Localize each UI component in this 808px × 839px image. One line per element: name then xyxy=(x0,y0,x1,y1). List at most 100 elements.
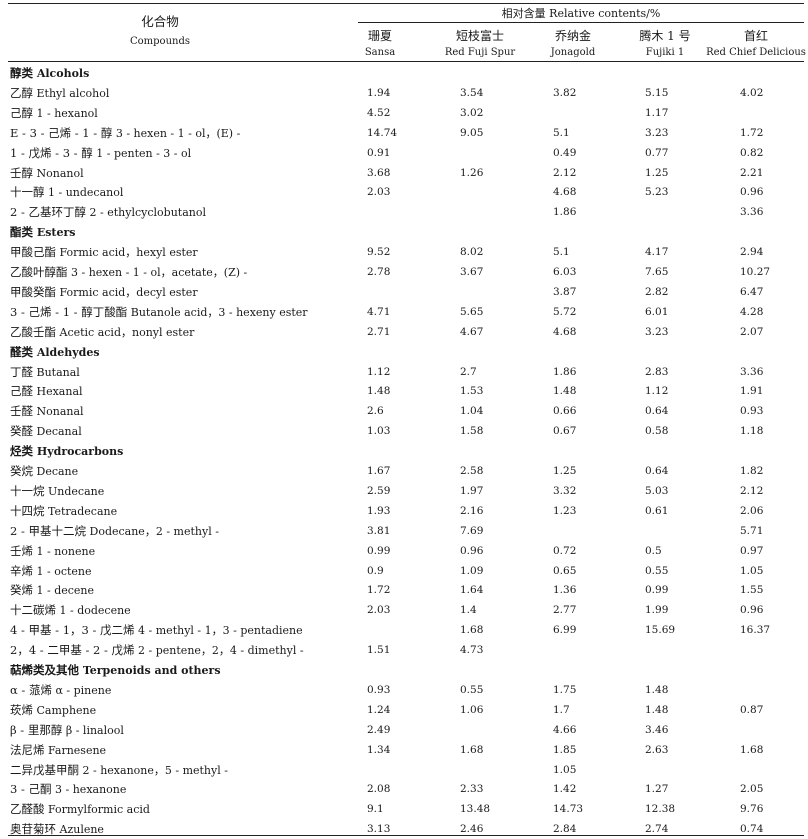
compound-name-en: Nonanol xyxy=(36,166,84,180)
table-row: 壬醇 Nonanol 3.68 1.26 2.12 1.25 2.21 xyxy=(0,163,808,183)
table-row: 奥苷菊环 Azulene 3.13 2.46 2.84 2.74 0.74 xyxy=(0,819,808,839)
value-cell: 1.05 xyxy=(740,564,764,577)
compound-name-zh: 二异戊基甲酮 xyxy=(10,762,79,777)
value-cell: 4.52 xyxy=(367,106,391,119)
value-cell: 14.73 xyxy=(553,803,584,816)
value-cell: 1.24 xyxy=(367,703,391,716)
compound-name: 壬醇 Nonanol xyxy=(10,166,84,181)
value-cell: 3.13 xyxy=(367,823,391,836)
compound-name: 己醛 Hexanal xyxy=(10,384,83,399)
compound-name: 癸醛 Decanal xyxy=(10,424,82,439)
compound-name: 4 - 甲基 - 1，3 - 戊二烯 4 - methyl - 1，3 - pe… xyxy=(10,623,303,638)
header-rule xyxy=(8,61,804,62)
value-cell: 4.67 xyxy=(460,325,484,338)
compound-name-zh: 癸醛 xyxy=(10,424,33,439)
value-cell: 1.75 xyxy=(553,683,577,696)
compound-header-en: Compounds xyxy=(130,35,190,47)
compound-name-zh: 乙醛酸 xyxy=(10,802,45,817)
compound-name-en: Acetic acid，nonyl ester xyxy=(59,325,195,339)
value-cell: 5.71 xyxy=(740,524,764,537)
value-cell: 9.76 xyxy=(740,803,764,816)
value-cell: 5.15 xyxy=(645,86,669,99)
compound-name: 3 - 己酮 3 - hexanone xyxy=(10,782,126,797)
value-cell: 1.48 xyxy=(553,385,577,398)
compound-name: 十二碳烯 1 - dodecene xyxy=(10,603,131,618)
bottom-rule xyxy=(8,835,804,837)
column-header-fujiki-1: 腾木 1 号 Fujiki 1 xyxy=(625,29,705,59)
compound-name: 二异戊基甲酮 2 - hexanone，5 - methyl - xyxy=(10,763,228,778)
value-cell: 0.93 xyxy=(740,405,764,418)
value-cell: 1.48 xyxy=(645,703,669,716)
value-cell: 15.69 xyxy=(645,624,676,637)
compound-name-zh: 壬烯 xyxy=(10,543,33,558)
value-cell: 2.63 xyxy=(645,743,669,756)
value-cell: 0.96 xyxy=(460,544,484,557)
value-cell: 0.49 xyxy=(553,146,577,159)
compound-name-en: Esters xyxy=(36,226,76,240)
value-cell: 6.47 xyxy=(740,285,764,298)
value-cell: 0.93 xyxy=(367,683,391,696)
value-cell: 7.65 xyxy=(645,266,669,278)
table-row: 甲酸癸酯 Formic acid，decyl ester 3.87 2.82 6.47 xyxy=(0,282,808,302)
value-cell: 5.1 xyxy=(553,246,570,259)
compound-name-en: Dodecane，2 - methyl - xyxy=(89,524,219,538)
value-cell: 1.67 xyxy=(367,465,391,477)
value-cell: 4.68 xyxy=(553,325,577,338)
compound-name-zh: 辛烯 xyxy=(10,563,33,578)
table-row: 乙醛酸 Formylformic acid 9.1 13.48 14.73 12.38 9… xyxy=(0,799,808,819)
compound-name: 乙酸壬酯 Acetic acid，nonyl ester xyxy=(10,325,194,340)
table-row: 十一烷 Undecane 2.59 1.97 3.32 5.03 2.12 xyxy=(0,481,808,501)
value-cell: 1.09 xyxy=(460,564,484,577)
value-cell: 1.68 xyxy=(740,743,764,756)
value-cell: 1.55 xyxy=(740,584,764,597)
value-cell: 4.73 xyxy=(460,644,484,657)
table-row: 2 - 甲基十二烷 Dodecane，2 - methyl - 3.81 7.69 5… xyxy=(0,521,808,541)
value-cell: 4.71 xyxy=(367,305,391,318)
value-cell: 1.48 xyxy=(367,385,391,398)
value-cell: 0.58 xyxy=(645,425,669,438)
compound-name: α - 蒎烯 α - pinene xyxy=(10,683,111,698)
compound-name-zh: 2 - 乙基环丁醇 xyxy=(10,205,87,220)
compound-name-en: 1 - undecanol xyxy=(48,186,124,200)
value-cell: 2.06 xyxy=(740,504,764,517)
value-cell: 9.05 xyxy=(460,126,484,139)
column-header-red-fuji-spur: 短枝富士 Red Fuji Spur xyxy=(430,29,530,59)
compound-name-en: Butanole acid，3 - hexeny ester xyxy=(130,305,308,319)
column-header-zh: 首红 xyxy=(743,29,768,43)
compound-name-en: Formic acid，hexyl ester xyxy=(59,246,198,260)
table-row: 乙醇 Ethyl alcohol 1.94 3.54 3.82 5.15 4.02 xyxy=(0,83,808,103)
compound-name-zh: 壬醛 xyxy=(10,404,33,419)
value-cell: 0.99 xyxy=(645,584,669,597)
table-row: 丁醛 Butanal 1.12 2.7 1.86 2.83 3.36 xyxy=(0,362,808,382)
relative-contents-header: 相对含量 Relative contents/% xyxy=(501,7,661,20)
value-cell: 2.94 xyxy=(740,246,764,259)
compound-name-zh: 丁醛 xyxy=(10,364,33,379)
value-cell: 0.96 xyxy=(740,604,764,617)
table-row: 十一醇 1 - undecanol 2.03 4.68 5.23 0.96 xyxy=(0,182,808,202)
value-cell: 12.38 xyxy=(645,803,676,816)
compound-name-zh: 乙酸叶醇酯 xyxy=(10,265,68,279)
table-row: 3 - 己烯 - 1 - 醇丁酸酯 Butanole acid，3 - hexe… xyxy=(0,302,808,322)
value-cell: 1.85 xyxy=(553,743,577,756)
value-cell: 1.7 xyxy=(553,703,570,716)
value-cell: 0.5 xyxy=(645,544,662,557)
value-cell: 1.18 xyxy=(740,425,764,438)
value-cell: 2.08 xyxy=(367,783,391,796)
compound-name: 辛烯 1 - octene xyxy=(10,564,92,579)
compound-name-zh: 壬醇 xyxy=(10,165,33,180)
value-cell: 1.05 xyxy=(553,763,577,776)
compound-name-en: Farnesene xyxy=(48,743,107,757)
compound-name: 法尼烯 Farnesene xyxy=(10,743,106,758)
value-cell: 2.77 xyxy=(553,604,577,617)
compound-name-zh: 3 - 己酮 xyxy=(10,782,52,797)
compound-name: 2 - 甲基十二烷 Dodecane，2 - methyl - xyxy=(10,524,219,539)
column-header-en: Fujiki 1 xyxy=(645,47,685,59)
value-cell: 1.42 xyxy=(553,783,577,796)
compound-name-en: Decanal xyxy=(36,425,82,439)
value-cell: 1.23 xyxy=(553,504,577,517)
value-cell: 5.03 xyxy=(645,484,669,497)
compound-name-zh: α - 蒎烯 xyxy=(10,682,52,697)
compound-name-zh: 酯类 xyxy=(10,225,33,240)
spanner-rule xyxy=(358,22,804,23)
compound-name-zh: 癸烷 xyxy=(10,464,33,478)
